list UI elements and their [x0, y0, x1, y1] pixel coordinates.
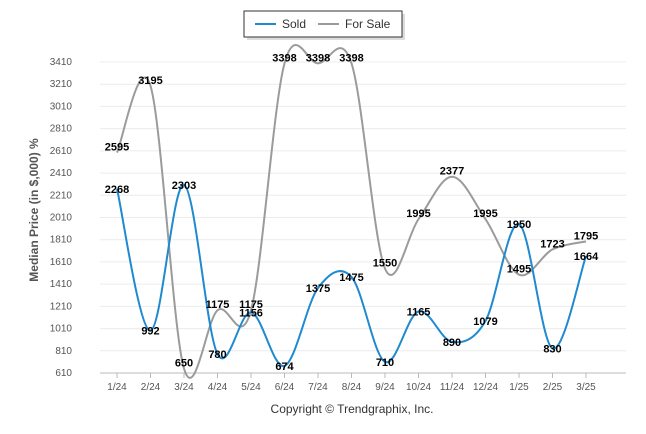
- series-lines: [116, 44, 587, 379]
- sold-data-label: 1950: [507, 219, 531, 231]
- x-tick-label: 1/24: [107, 382, 127, 393]
- y-tick-label: 2210: [50, 190, 73, 201]
- legend-item-for-sale[interactable]: For Sale: [318, 17, 391, 31]
- sold-series-line: [116, 183, 587, 367]
- for-sale-series-line: [116, 44, 587, 379]
- sold-data-label: 780: [208, 349, 226, 361]
- for-sale-data-label: 1795: [574, 230, 598, 242]
- for-sale-data-label: 650: [175, 358, 193, 370]
- y-tick-label: 2810: [50, 124, 73, 135]
- for-sale-data-label: 1995: [406, 208, 430, 220]
- x-tick-label: 9/24: [375, 382, 395, 393]
- x-tick-label: 4/24: [208, 382, 228, 393]
- x-tick-label: 2/24: [141, 382, 161, 393]
- for-sale-data-label: 2377: [440, 166, 464, 178]
- sold-data-label: 1165: [407, 306, 431, 318]
- x-tick-label: 12/24: [473, 382, 498, 393]
- x-tick-label: 10/24: [406, 382, 431, 393]
- sold-data-label: 1079: [473, 316, 497, 328]
- legend-for-sale-label: For Sale: [345, 17, 391, 31]
- y-tick-label: 2610: [50, 146, 73, 157]
- sold-data-label: 830: [543, 344, 561, 356]
- y-axis-label: Median Price (in $,000) %: [27, 138, 41, 282]
- y-tick-label: 1010: [50, 324, 73, 335]
- x-tick-label: 11/24: [440, 382, 465, 393]
- data-labels: 2268 992 2303 780 1156 674 1375 1475 710 1165 890 1…: [105, 52, 599, 373]
- sold-data-label: 1664: [574, 251, 599, 263]
- y-tick-label: 3410: [50, 57, 73, 68]
- x-tick-label: 3/24: [174, 382, 194, 393]
- for-sale-data-label: 3195: [138, 75, 162, 87]
- for-sale-data-label: 3398: [306, 52, 330, 64]
- sold-data-label: 890: [443, 337, 461, 349]
- y-tick-labels: 610 810 1010 1210 1410 1610 1810 2010 2210 2410 26…: [50, 57, 73, 379]
- sold-data-label: 674: [275, 361, 294, 373]
- sold-data-label: 2303: [172, 180, 196, 192]
- x-tick-labels: 1/24 2/24 3/24 4/24 5/24 6/24 7/24 8/24 9/24 10/2…: [107, 373, 596, 393]
- y-tick-label: 810: [55, 346, 72, 357]
- y-tick-label: 610: [55, 368, 72, 379]
- x-tick-label: 8/24: [342, 382, 362, 393]
- sold-data-label: 710: [376, 357, 394, 369]
- copyright-text: Copyright © Trendgraphix, Inc.: [271, 402, 434, 416]
- y-tick-label: 1410: [50, 279, 73, 290]
- for-sale-data-label: 1995: [473, 208, 497, 220]
- sold-data-label: 1375: [306, 283, 330, 295]
- for-sale-data-label: 1175: [206, 299, 230, 311]
- sold-data-label: 1475: [339, 272, 363, 284]
- for-sale-data-label: 1723: [540, 238, 564, 250]
- sold-data-label: 992: [141, 326, 159, 338]
- for-sale-data-label: 1175: [239, 299, 263, 311]
- grid-lines: [100, 61, 626, 374]
- x-tick-label: 7/24: [308, 382, 328, 393]
- legend-item-sold[interactable]: Sold: [255, 17, 306, 31]
- for-sale-data-label: 3398: [272, 52, 296, 64]
- for-sale-data-label: 1550: [373, 258, 397, 270]
- legend-sold-label: Sold: [282, 17, 306, 31]
- for-sale-data-label: 1495: [507, 264, 531, 276]
- for-sale-data-label: 2595: [105, 142, 129, 154]
- y-tick-label: 3010: [50, 101, 73, 112]
- x-tick-label: 3/25: [576, 382, 596, 393]
- x-tick-label: 1/25: [509, 382, 529, 393]
- for-sale-data-label: 3398: [339, 52, 363, 64]
- x-tick-label: 2/25: [543, 382, 563, 393]
- y-tick-label: 1210: [50, 301, 73, 312]
- y-tick-label: 3210: [50, 79, 73, 90]
- x-tick-label: 5/24: [241, 382, 261, 393]
- legend[interactable]: Sold For Sale: [243, 10, 405, 40]
- sold-data-label: 2268: [105, 184, 129, 196]
- y-tick-label: 2010: [50, 213, 73, 224]
- y-tick-label: 2410: [50, 168, 73, 179]
- y-tick-label: 1810: [50, 235, 73, 246]
- y-tick-label: 1610: [50, 257, 73, 268]
- sold-data-label: 1156: [239, 307, 263, 319]
- x-tick-label: 6/24: [275, 382, 295, 393]
